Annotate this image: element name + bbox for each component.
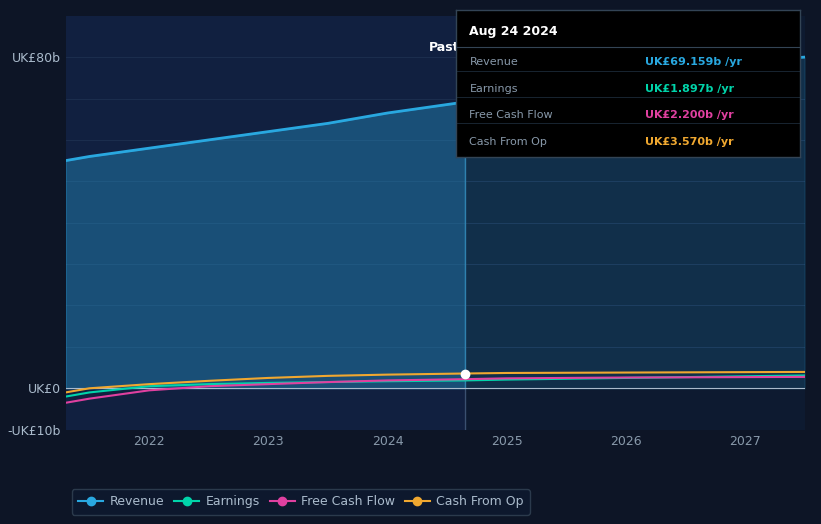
Text: Earnings: Earnings	[470, 84, 518, 94]
Text: UK£1.897b /yr: UK£1.897b /yr	[645, 84, 735, 94]
Bar	[66, 16, 465, 430]
Text: Revenue: Revenue	[470, 58, 518, 68]
Text: Aug 24 2024: Aug 24 2024	[470, 25, 558, 38]
Text: UK£2.200b /yr: UK£2.200b /yr	[645, 110, 734, 120]
Bar	[465, 16, 805, 430]
Text: Free Cash Flow: Free Cash Flow	[470, 110, 553, 120]
Text: Cash From Op: Cash From Op	[470, 137, 548, 147]
Text: UK£3.570b /yr: UK£3.570b /yr	[645, 137, 734, 147]
Legend: Revenue, Earnings, Free Cash Flow, Cash From Op: Revenue, Earnings, Free Cash Flow, Cash …	[72, 489, 530, 515]
Text: Past: Past	[429, 40, 459, 53]
Text: UK£69.159b /yr: UK£69.159b /yr	[645, 58, 742, 68]
Text: Analysts Forecasts: Analysts Forecasts	[471, 40, 587, 53]
